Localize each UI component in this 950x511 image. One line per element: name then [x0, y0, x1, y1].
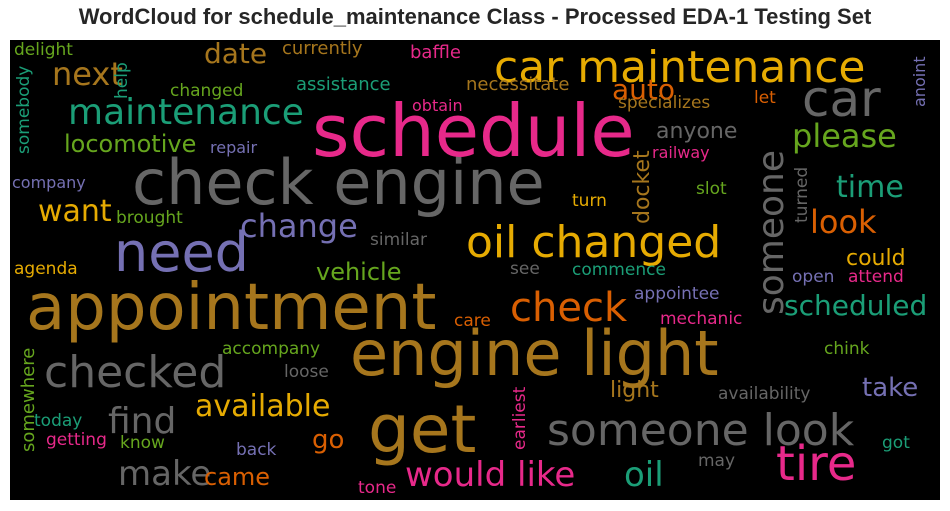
word-cloud-word: make	[118, 454, 212, 494]
word-cloud-word: somebody	[14, 65, 34, 154]
figure-title: WordCloud for schedule_maintenance Class…	[78, 4, 872, 29]
word-cloud-word: commence	[572, 260, 666, 280]
word-cloud-word: available	[195, 389, 331, 424]
word-cloud-word: specializes	[618, 93, 711, 113]
word-cloud-word: help	[112, 62, 132, 99]
word-cloud-word: change	[240, 207, 358, 245]
word-cloud-word: auto	[612, 73, 676, 106]
word-cloud-word: appointee	[634, 284, 720, 304]
word-cloud-word: oil	[624, 455, 664, 495]
word-cloud-word: necessitate	[466, 74, 570, 95]
word-cloud-word: turned	[792, 166, 812, 223]
word-cloud-word: similar	[370, 230, 427, 250]
word-cloud-word: know	[120, 433, 165, 453]
word-cloud-word: back	[236, 440, 277, 460]
word-cloud-word: tone	[358, 478, 397, 498]
word-cloud-word: checked	[44, 347, 227, 398]
word-cloud-word: check	[510, 285, 628, 331]
word-cloud-word: brought	[116, 208, 183, 228]
word-cloud-word: someone look	[547, 405, 855, 456]
word-cloud-word: go	[312, 425, 345, 455]
word-cloud-word: obtain	[412, 96, 463, 115]
word-cloud-word: look	[810, 203, 877, 241]
word-cloud-word: today	[34, 411, 83, 431]
word-cloud-word: assistance	[296, 74, 391, 95]
word-cloud-word: locomotive	[64, 130, 197, 158]
word-cloud-word: let	[754, 88, 776, 108]
word-cloud-word: time	[836, 170, 904, 205]
word-cloud-word: engine light	[350, 317, 719, 390]
word-cloud-word: docket	[630, 150, 655, 224]
word-cloud-word: car	[802, 70, 881, 128]
word-cloud-word: schedule	[312, 89, 635, 173]
word-cloud-word: mechanic	[660, 309, 743, 329]
word-cloud-word: car maintenance	[494, 42, 866, 93]
word-cloud-word: get	[368, 391, 477, 468]
word-cloud-word: tire	[776, 436, 857, 492]
word-cloud-word: agenda	[14, 259, 78, 279]
word-cloud-word: turn	[572, 191, 607, 211]
word-cloud-word: railway	[652, 143, 710, 162]
word-cloud-word: got	[882, 433, 910, 453]
word-cloud-word: anoint	[910, 56, 929, 107]
word-cloud-word: check engine	[132, 146, 545, 219]
word-cloud-word: scheduled	[784, 289, 928, 322]
word-cloud-word: would like	[405, 455, 576, 495]
word-cloud-word: loose	[284, 362, 329, 382]
word-cloud-word: take	[862, 373, 919, 403]
word-cloud-word: baffle	[410, 42, 461, 63]
word-cloud-word: accompany	[222, 339, 321, 359]
word-cloud-word: somewhere	[18, 347, 39, 452]
word-cloud-word: need	[114, 221, 249, 284]
word-cloud-word: appointment	[26, 271, 437, 345]
word-cloud-word: chink	[824, 339, 870, 359]
word-cloud-word: may	[698, 451, 736, 471]
word-cloud-canvas: check engine appointment schedule engine li…	[10, 40, 940, 500]
word-cloud-word: company	[12, 173, 86, 192]
word-cloud-word: care	[454, 311, 491, 331]
word-cloud-word: open	[792, 267, 835, 287]
word-cloud-word: repair	[210, 138, 258, 157]
word-cloud-word: earliest	[510, 386, 530, 450]
word-cloud-word: vehicle	[316, 258, 402, 286]
word-cloud-word: see	[510, 259, 540, 279]
word-cloud-word: anyone	[656, 119, 738, 144]
word-cloud-word: changed	[170, 81, 244, 101]
word-cloud-word: came	[204, 463, 271, 491]
word-cloud-word: please	[792, 117, 897, 155]
word-cloud-word: find	[108, 401, 177, 442]
word-cloud-word: availability	[718, 384, 811, 404]
word-cloud-word: getting	[46, 430, 107, 450]
word-cloud-word: maintenance	[68, 92, 304, 133]
word-cloud-word: attend	[848, 267, 904, 287]
word-cloud-word: could	[846, 246, 906, 271]
word-cloud-word: light	[610, 378, 659, 403]
word-cloud-word: want	[38, 194, 112, 229]
word-cloud-word: next	[52, 55, 123, 93]
word-cloud-word: slot	[696, 179, 727, 199]
word-cloud-word: currently	[282, 40, 363, 59]
word-cloud-word: date	[204, 40, 268, 70]
word-cloud-word: delight	[14, 40, 73, 60]
word-cloud-word: oil changed	[466, 217, 722, 268]
